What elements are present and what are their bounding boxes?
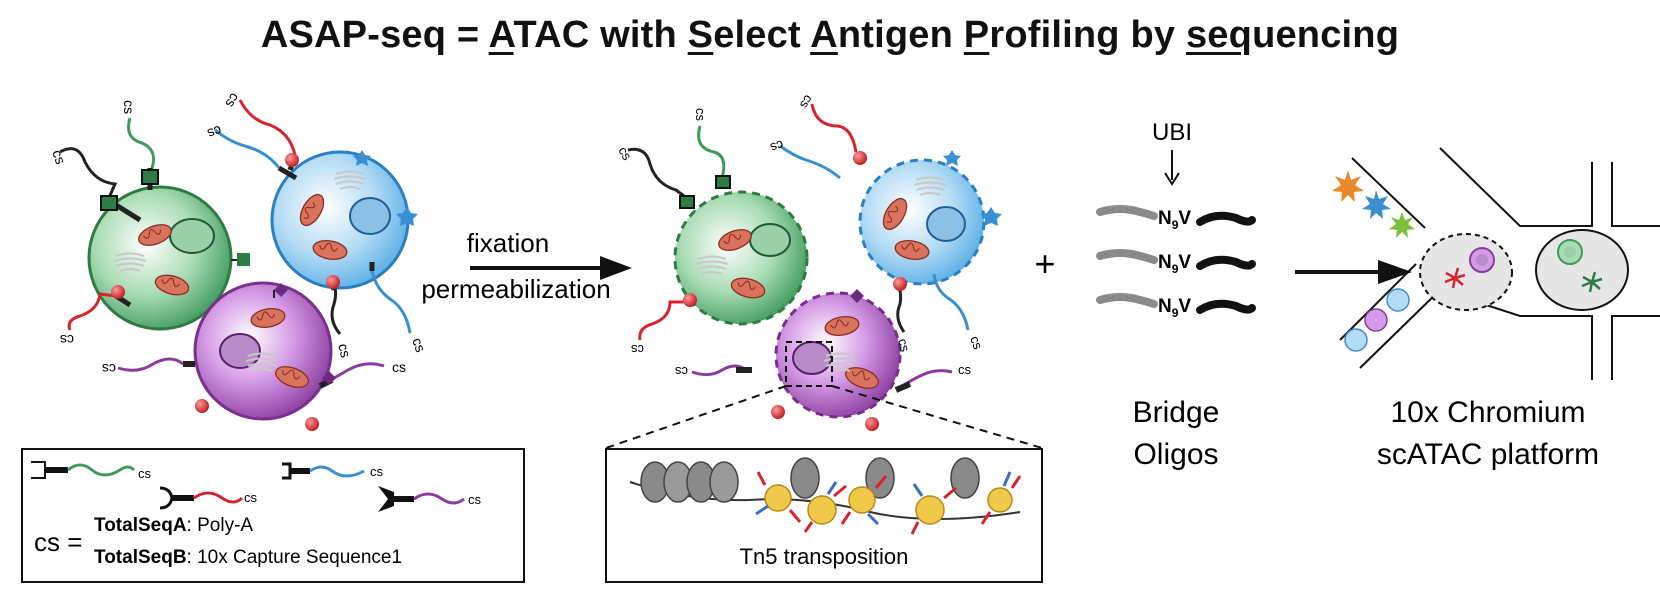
svg-text:cs: cs	[693, 108, 708, 122]
svg-text:N9V: N9V	[1158, 252, 1191, 276]
tn5-label: Tn5 transposition	[740, 544, 909, 569]
fixation-arrow: fixation permeabilization	[421, 228, 632, 304]
svg-text:cs: cs	[49, 148, 69, 167]
svg-text:cs: cs	[205, 122, 224, 142]
ubi-label: UBI	[1152, 119, 1192, 146]
svg-text:cs: cs	[222, 91, 243, 111]
legend-totalseqa-name: TotalSeqA	[94, 515, 187, 536]
n9v-v: V	[1178, 296, 1191, 317]
bridge-label-1: Bridge	[1133, 396, 1220, 429]
svg-text:cs: cs	[615, 144, 635, 163]
permeabilization-label: permeabilization	[421, 274, 610, 304]
svg-text:N9V: N9V	[1158, 208, 1191, 232]
svg-text:N9V: N9V	[1158, 296, 1191, 320]
legend-totalseqb-name: TotalSeqB	[94, 547, 187, 568]
n9v-n: N	[1158, 208, 1172, 229]
legend-box: cs cs cs cs cs = TotalSeqA: Poly-A Total…	[22, 449, 524, 582]
tn5-box: Tn5 transposition	[606, 449, 1042, 582]
antibody-green-1: cs	[49, 148, 140, 220]
chromium-label-2: scATAC platform	[1377, 438, 1599, 471]
svg-text:cs: cs	[138, 466, 152, 481]
svg-text:cs: cs	[631, 342, 645, 357]
svg-text:cs: cs	[409, 336, 429, 355]
legend-totalseqb-desc: : 10x Capture Sequence1	[187, 547, 403, 568]
legend-totalseqa-desc: : Poly-A	[187, 515, 254, 536]
svg-text:cs: cs	[768, 137, 786, 156]
chromium-chip: 10x Chromium scATAC platform	[1332, 148, 1660, 471]
antibody-green-2: cs	[121, 100, 158, 190]
zoom-line-right	[832, 386, 1042, 448]
n9v-n: N	[1158, 252, 1172, 273]
legend-totalseqb: TotalSeqB: 10x Capture Sequence1	[94, 547, 402, 568]
chromium-label-1: 10x Chromium	[1390, 396, 1585, 429]
svg-text:cs: cs	[244, 490, 258, 505]
n9v-v: V	[1178, 208, 1191, 229]
mid-cell-blue	[860, 160, 984, 284]
svg-text:cs: cs	[675, 364, 689, 379]
svg-text:cs: cs	[60, 332, 74, 348]
antigen-green-square	[231, 253, 250, 266]
mid-cell-purple	[776, 293, 900, 417]
svg-text:cs: cs	[370, 464, 384, 479]
bridge-oligo-3: N9V	[1100, 296, 1252, 320]
bridge-oligo-2: N9V	[1100, 252, 1252, 276]
svg-text:cs: cs	[335, 342, 354, 360]
plus-sign: +	[1034, 243, 1055, 284]
antibody-red-blue-top: cs	[222, 91, 299, 171]
fixation-label: fixation	[467, 228, 549, 258]
zoom-line-left	[606, 386, 786, 448]
droplet-formed	[1536, 230, 1628, 310]
antibody-purple-1: cs	[102, 359, 195, 377]
svg-text:cs: cs	[967, 334, 986, 352]
bridge-oligo-1: N9V	[1100, 208, 1252, 232]
n9v-n: N	[1158, 296, 1172, 317]
bridge-label-2: Oligos	[1133, 438, 1218, 471]
n9v-v: V	[1178, 252, 1191, 273]
bridge-oligos: UBI N9V N9V N9V Bridge Oligos	[1100, 119, 1252, 471]
svg-text:cs: cs	[392, 359, 406, 375]
legend-totalseqa: TotalSeqA: Poly-A	[94, 515, 253, 536]
legend-cs-equals: cs =	[34, 527, 82, 557]
antibody-purple-2: cs	[320, 359, 406, 386]
left-cell-purple	[195, 283, 331, 419]
droplet-forming	[1420, 234, 1512, 310]
left-cell-blue	[272, 152, 408, 288]
svg-text:cs: cs	[121, 100, 137, 114]
chromium-arrow	[1295, 260, 1412, 284]
svg-text:cs: cs	[958, 362, 972, 377]
svg-text:cs: cs	[102, 361, 116, 377]
svg-text:cs: cs	[468, 492, 482, 507]
